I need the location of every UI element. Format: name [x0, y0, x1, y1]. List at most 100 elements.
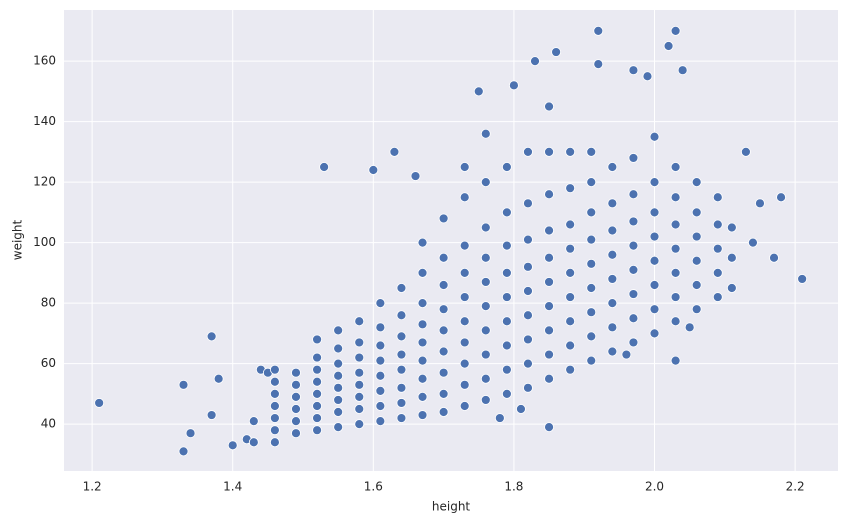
point [319, 162, 330, 172]
plot-area [64, 10, 838, 471]
point [544, 277, 554, 287]
point [607, 162, 618, 172]
point [269, 376, 280, 387]
point [354, 391, 365, 402]
point [544, 301, 554, 312]
point [206, 331, 217, 342]
point [712, 267, 723, 278]
point [501, 240, 512, 251]
point [649, 177, 660, 188]
point [354, 419, 365, 430]
point [586, 146, 597, 157]
point [586, 258, 597, 269]
point [291, 404, 301, 414]
point [480, 395, 491, 405]
point [480, 301, 491, 312]
y-tick-label: 80 [41, 296, 56, 310]
point [544, 349, 554, 360]
point [649, 255, 660, 266]
point [691, 231, 702, 242]
point [480, 373, 491, 384]
point [312, 376, 322, 387]
point [213, 373, 224, 384]
point [396, 364, 407, 375]
point [586, 331, 597, 342]
point [438, 367, 449, 378]
point [396, 310, 407, 321]
point [691, 177, 702, 188]
point [333, 407, 344, 417]
point [565, 183, 576, 194]
x-axis-label: height [432, 500, 471, 514]
point [269, 364, 280, 375]
point [269, 413, 280, 423]
x-tick-label: 2.0 [645, 480, 664, 494]
point [354, 337, 365, 348]
point [586, 283, 597, 293]
point [544, 422, 554, 433]
point [375, 322, 386, 333]
point [565, 243, 576, 254]
point [607, 322, 618, 333]
point [509, 80, 519, 91]
point [312, 401, 322, 411]
point [354, 367, 365, 378]
point [312, 388, 322, 399]
x-tick-label: 2.2 [786, 480, 805, 494]
point [438, 407, 449, 417]
point [178, 379, 189, 390]
point [748, 237, 758, 248]
point [291, 367, 301, 378]
point [544, 101, 554, 112]
point [473, 86, 484, 97]
point [389, 146, 400, 157]
point [501, 162, 512, 172]
point [291, 416, 301, 426]
point [375, 401, 386, 411]
point [396, 349, 407, 360]
point [375, 298, 386, 309]
point [333, 358, 344, 369]
point [480, 128, 491, 139]
point [396, 413, 407, 423]
point [368, 165, 379, 175]
point [312, 364, 322, 375]
point [417, 373, 428, 384]
point [628, 216, 639, 227]
point [544, 189, 554, 200]
point [523, 261, 533, 272]
y-tick-label: 120 [33, 175, 56, 189]
y-tick-label: 140 [33, 114, 56, 128]
point [565, 267, 576, 278]
point [312, 334, 322, 345]
point [417, 267, 428, 278]
x-tick-label: 1.6 [364, 480, 383, 494]
point [354, 352, 365, 363]
point [628, 189, 639, 200]
point [530, 56, 540, 67]
point [628, 153, 639, 163]
point [375, 340, 386, 351]
point [649, 131, 660, 142]
point [649, 328, 660, 339]
point [628, 65, 639, 76]
point [593, 25, 604, 36]
point [741, 146, 751, 157]
point [755, 198, 765, 209]
point [459, 192, 470, 203]
point [565, 292, 576, 302]
y-tick-label: 40 [41, 417, 56, 431]
point [438, 280, 449, 290]
point [291, 391, 301, 402]
point [544, 373, 554, 384]
point [417, 337, 428, 348]
point [269, 401, 280, 411]
point [565, 364, 576, 375]
point [269, 437, 280, 448]
y-axis-label: weight [11, 219, 25, 260]
point [607, 198, 618, 209]
point [438, 213, 449, 224]
point [565, 316, 576, 327]
point [501, 316, 512, 327]
point [691, 280, 702, 290]
